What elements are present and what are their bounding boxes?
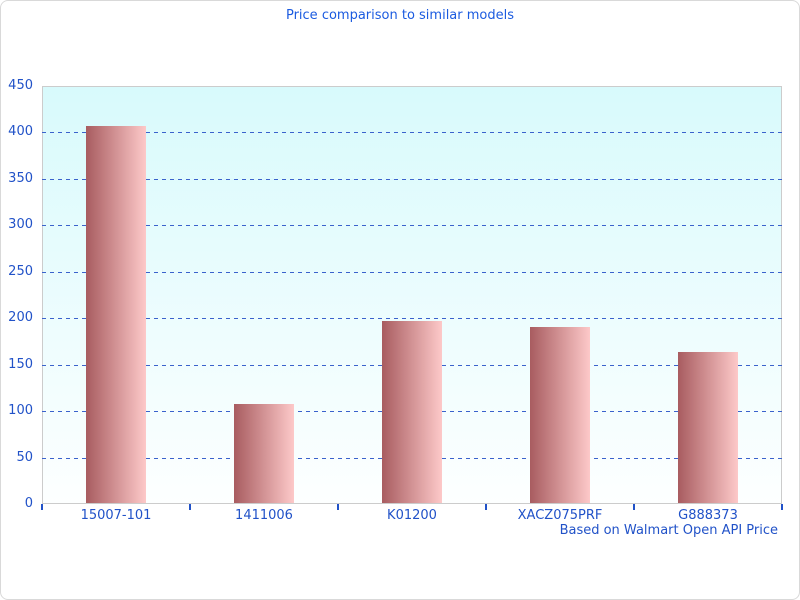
x-axis-tick (633, 504, 635, 510)
y-tick-label: 350 (8, 171, 33, 186)
gridline-400 (42, 132, 782, 133)
y-tick-label: 100 (8, 403, 33, 418)
y-tick-label: 50 (16, 450, 33, 465)
y-tick-label: 450 (8, 78, 33, 93)
y-tick-label: 300 (8, 217, 33, 232)
x-tick-label: XACZ075PRF (517, 508, 603, 523)
bar-G888373 (678, 352, 738, 503)
bar-15007-101 (86, 126, 146, 503)
gridline-250 (42, 272, 782, 273)
x-tick-label: K01200 (387, 508, 437, 523)
y-tick-label: 150 (8, 357, 33, 372)
gridline-300 (42, 225, 782, 226)
bar-1411006 (234, 404, 294, 503)
x-axis-tick (485, 504, 487, 510)
x-tick-label: 15007-101 (80, 508, 152, 523)
x-axis-tick (41, 504, 43, 510)
gridline-200 (42, 318, 782, 319)
x-axis-tick (337, 504, 339, 510)
y-tick-label: 400 (8, 124, 33, 139)
bar-K01200 (382, 321, 442, 503)
x-axis-tick (781, 504, 783, 510)
bar-XACZ075PRF (530, 327, 590, 503)
gridline-350 (42, 179, 782, 180)
x-tick-label: 1411006 (235, 508, 293, 523)
y-tick-label: 0 (24, 496, 33, 511)
x-tick-label: G888373 (678, 508, 738, 523)
x-axis-tick (189, 504, 191, 510)
y-tick-label: 250 (8, 264, 33, 279)
chart-title: Price comparison to similar models (285, 8, 515, 23)
chart-footnote: Based on Walmart Open API Price (559, 523, 778, 538)
y-tick-label: 200 (8, 310, 33, 325)
